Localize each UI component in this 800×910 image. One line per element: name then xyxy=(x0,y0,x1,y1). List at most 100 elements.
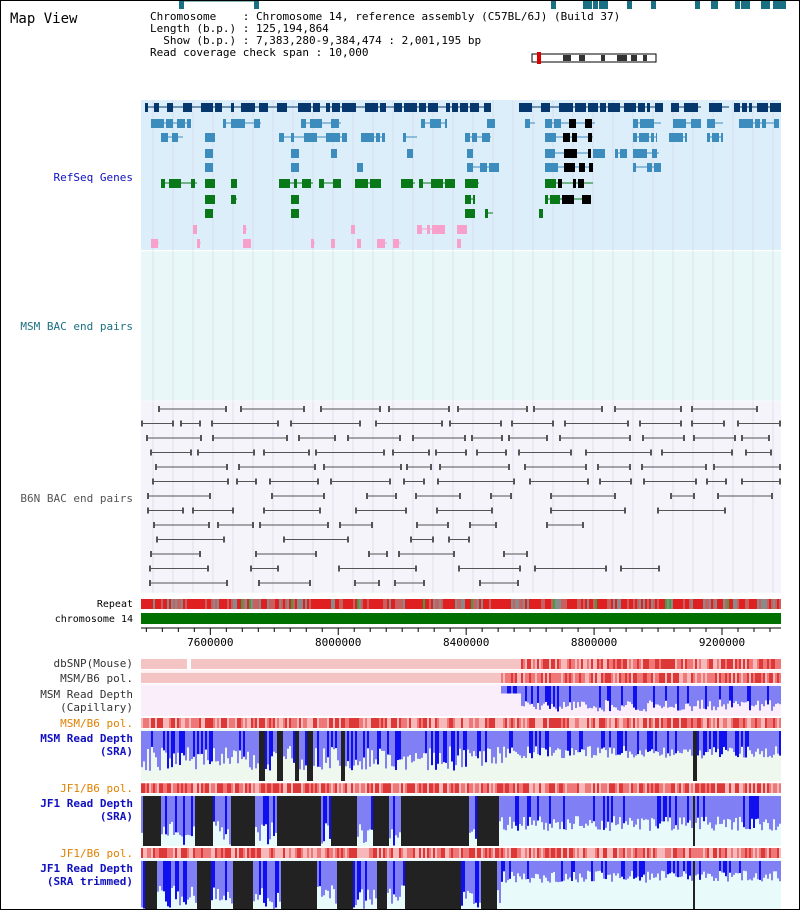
msm-sra-bar xyxy=(273,731,275,752)
jf1-b6-pol-cell xyxy=(171,783,173,793)
b6n-bac-end-marker xyxy=(511,420,513,427)
track-label-repeat[interactable]: Repeat xyxy=(96,599,133,610)
msm-b6-pol-cell xyxy=(469,673,471,683)
dbsnp-cell xyxy=(223,659,225,669)
track-label-msm-depth-sra[interactable]: MSM Read Depth (SRA) xyxy=(40,732,133,758)
msm-b6-pol-sra-cell xyxy=(533,718,535,728)
jf1-trimmed-bar xyxy=(531,861,533,878)
dbsnp-cell xyxy=(701,659,703,669)
track-label-msm-b6-pol-1[interactable]: MSM/B6 pol. xyxy=(60,672,133,685)
msm-capillary-bar xyxy=(733,686,735,703)
jf1-trimmed-bar xyxy=(609,861,611,875)
msm-sra-bar xyxy=(559,731,561,750)
repeat-block xyxy=(321,599,323,609)
msm-b6-pol-sra-cell xyxy=(709,718,711,728)
jf1-b6-pol-trimmed-cell xyxy=(719,848,721,858)
jf1-trimmed-bar xyxy=(375,861,377,899)
jf1-b6-pol-trimmed-cell xyxy=(333,848,335,858)
jf1-trimmed-bar xyxy=(621,861,623,877)
msm-b6-pol-cell xyxy=(585,673,587,683)
gene-exon xyxy=(377,239,385,248)
jf1-trimmed-bar xyxy=(763,861,765,878)
jf1-b6-pol-cell xyxy=(393,783,395,793)
repeat-block xyxy=(553,599,555,609)
jf1-trimmed-bar xyxy=(311,861,313,909)
dbsnp-cell xyxy=(239,659,241,669)
repeat-block xyxy=(219,599,221,609)
dbsnp-cell xyxy=(717,659,719,669)
jf1-sra-bar xyxy=(489,796,491,846)
jf1-b6-pol-trimmed-cell xyxy=(375,848,377,858)
jf1-sra-bar xyxy=(225,796,227,835)
jf1-b6-pol-cell xyxy=(721,783,723,793)
jf1-trimmed-bar xyxy=(567,861,569,880)
dbsnp-cell xyxy=(323,659,325,669)
msm-capillary-bar xyxy=(689,686,691,707)
jf1-b6-pol-trimmed-cell xyxy=(441,848,443,858)
track-label-jf1-depth-trimmed[interactable]: JF1 Read Depth (SRA trimmed) xyxy=(40,862,133,888)
track-label-jf1-b6-pol-2[interactable]: JF1/B6 pol. xyxy=(60,847,133,860)
dbsnp-cell xyxy=(635,659,637,669)
dbsnp-cell xyxy=(679,659,681,669)
jf1-trimmed-bar xyxy=(741,861,743,881)
jf1-sra-bar xyxy=(665,796,667,817)
msm-b6-pol-cell xyxy=(637,673,639,683)
msm-b6-pol-sra-cell xyxy=(715,718,717,728)
gene-exon xyxy=(457,239,461,248)
b6n-bac-end-marker xyxy=(717,493,719,499)
repeat-block xyxy=(659,599,661,609)
track-label-dbsnp[interactable]: dbSNP(Mouse) xyxy=(53,657,133,670)
gene-exon xyxy=(742,103,747,112)
dbsnp-cell xyxy=(177,659,179,669)
jf1-b6-pol-cell xyxy=(219,783,221,793)
msm-b6-pol-sra-cell xyxy=(621,718,623,728)
track-label-jf1-depth-sra[interactable]: JF1 Read Depth (SRA) xyxy=(40,797,133,823)
msm-b6-pol-cell xyxy=(261,673,263,683)
track-label-chromosome[interactable]: chromosome 14 xyxy=(54,614,133,625)
track-label-jf1-b6-pol-1[interactable]: JF1/B6 pol. xyxy=(60,782,133,795)
track-label-msm-b6-pol-2[interactable]: MSM/B6 pol. xyxy=(60,717,133,730)
msm-b6-pol-cell xyxy=(421,673,423,683)
jf1-b6-pol-cell xyxy=(549,783,551,793)
track-label-msm-bac[interactable]: MSM BAC end pairs xyxy=(20,320,133,333)
repeat-block xyxy=(667,599,669,609)
jf1-b6-pol-trimmed-cell xyxy=(385,848,387,858)
dbsnp-cell xyxy=(213,659,215,669)
repeat-block xyxy=(645,599,647,609)
b6n-bac-end-marker xyxy=(468,536,470,543)
gene-exon xyxy=(370,179,381,188)
repeat-block xyxy=(661,599,663,609)
gene-exon xyxy=(231,195,236,204)
repeat-block xyxy=(617,599,619,609)
track-label-b6n-bac[interactable]: B6N BAC end pairs xyxy=(20,492,133,505)
b6n-bac-end-marker xyxy=(416,522,418,528)
jf1-b6-pol-trimmed-cell xyxy=(163,848,165,858)
jf1-trimmed-bar xyxy=(527,861,529,880)
b6n-bac-end-marker xyxy=(371,522,373,528)
jf1-b6-pol-cell xyxy=(367,783,369,793)
repeat-block xyxy=(641,599,643,609)
jf1-trimmed-bar xyxy=(463,861,465,892)
repeat-block xyxy=(569,599,571,609)
msm-capillary-bar xyxy=(517,686,519,694)
jf1-sra-bar xyxy=(681,796,683,825)
jf1-sra-bar xyxy=(217,796,219,822)
msm-b6-pol-cell xyxy=(477,673,479,683)
repeat-block xyxy=(145,599,147,609)
jf1-b6-pol-trimmed-cell xyxy=(455,848,457,858)
dbsnp-cell xyxy=(733,659,735,669)
jf1-sra-bar xyxy=(507,796,509,825)
msm-b6-pol-sra-cell xyxy=(397,718,399,728)
track-label-msm-depth-capillary[interactable]: MSM Read Depth (Capillary) xyxy=(40,688,133,714)
msm-b6-pol-cell xyxy=(225,673,227,683)
msm-b6-pol-sra-cell xyxy=(189,718,191,728)
track-label-refseq[interactable]: RefSeq Genes xyxy=(53,171,133,184)
b6n-bac-end-marker xyxy=(347,536,349,543)
dbsnp-cell xyxy=(695,659,697,669)
repeat-block xyxy=(459,599,461,609)
jf1-b6-pol-cell xyxy=(547,783,549,793)
jf1-sra-bar xyxy=(439,796,441,846)
jf1-b6-pol-trimmed-cell xyxy=(553,848,555,858)
gene-exon xyxy=(291,163,299,172)
